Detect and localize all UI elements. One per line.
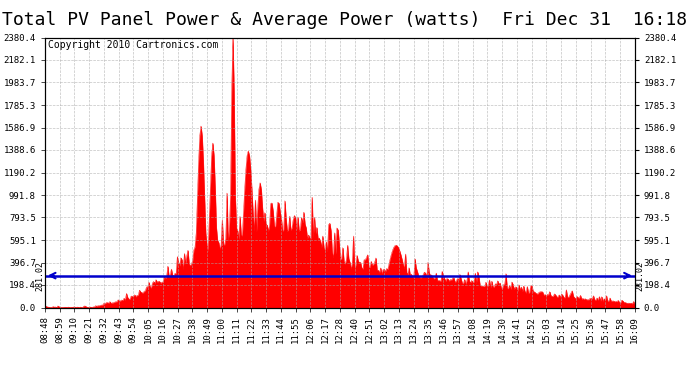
Text: 281.02: 281.02 (635, 261, 644, 291)
Text: 281.02: 281.02 (35, 261, 44, 291)
Text: Copyright 2010 Cartronics.com: Copyright 2010 Cartronics.com (48, 40, 218, 50)
Text: Total PV Panel Power & Average Power (watts)  Fri Dec 31  16:18: Total PV Panel Power & Average Power (wa… (3, 11, 687, 29)
